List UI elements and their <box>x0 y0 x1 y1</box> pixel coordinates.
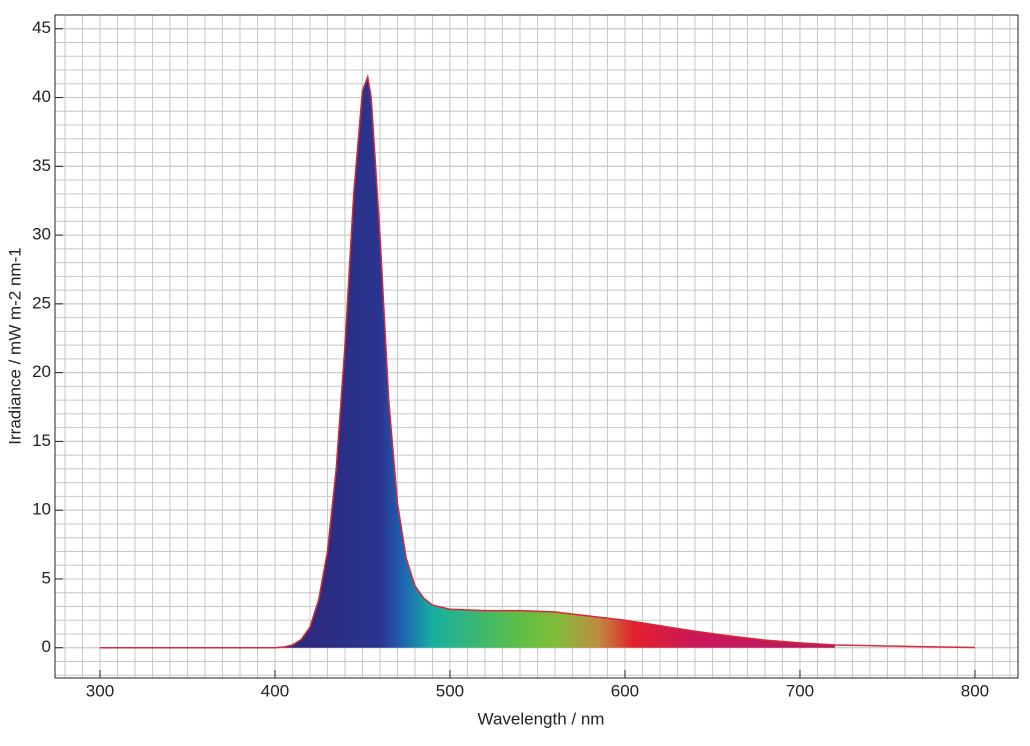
line <box>99 74 975 649</box>
y-tick-label: 15 <box>32 431 51 450</box>
y-tick-label: 35 <box>32 156 51 175</box>
x-tick-label: 600 <box>611 681 639 700</box>
x-tick-label: 700 <box>786 681 814 700</box>
x-tick-label: 300 <box>86 681 114 700</box>
y-tick-label: 30 <box>32 225 51 244</box>
x-tick-label: 500 <box>436 681 464 700</box>
y-tick-label: 45 <box>32 18 51 37</box>
plot-frame <box>54 14 1019 679</box>
y-tick-label: 5 <box>42 568 51 587</box>
y-tick-label: 25 <box>32 293 51 312</box>
y-tick-label: 20 <box>32 362 51 381</box>
y-tick-label: 40 <box>32 87 51 106</box>
y-tick-label: 10 <box>32 500 51 519</box>
x-tick-label: 800 <box>961 681 989 700</box>
y-tick-label: 0 <box>42 637 51 656</box>
x-axis-label: Wavelength / nm <box>478 709 605 728</box>
y-axis-label: Irradiance / mW m-2 nm-1 <box>5 247 24 444</box>
x-tick-label: 400 <box>261 681 289 700</box>
